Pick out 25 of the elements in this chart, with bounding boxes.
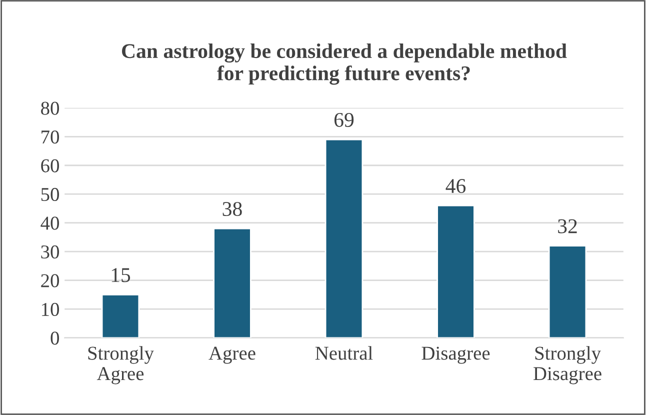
y-tick-label: 10 — [42, 302, 59, 316]
bar — [101, 294, 140, 338]
y-tick-label: 20 — [41, 274, 59, 288]
y-tick-label: 40 — [40, 216, 59, 230]
data-label: 46 — [446, 179, 466, 194]
x-tick-label: Agree — [208, 346, 256, 364]
y-tick-label: 0 — [50, 332, 59, 345]
y-tick-label: 70 — [42, 130, 59, 144]
bar — [324, 138, 364, 338]
y-tick-label: 60 — [41, 159, 59, 172]
y-tick-label: 30 — [41, 245, 59, 259]
data-label: 38 — [222, 202, 242, 216]
x-tick-label: Strongly Disagree — [534, 346, 602, 384]
data-label: 32 — [558, 219, 577, 234]
chart-title: Can astrology be considered a dependable method for predicting future events? — [122, 43, 567, 85]
y-tick-label: 50 — [41, 188, 59, 202]
data-label: 69 — [334, 112, 354, 127]
x-tick-label: Neutral — [315, 346, 373, 360]
bar — [548, 245, 587, 338]
x-tick-label: Strongly Agree — [88, 346, 154, 384]
y-tick-label: 80 — [41, 102, 59, 115]
x-tick-label: Disagree — [422, 346, 490, 364]
data-label: 15 — [112, 268, 130, 282]
bar — [213, 228, 252, 338]
bar — [436, 204, 475, 338]
